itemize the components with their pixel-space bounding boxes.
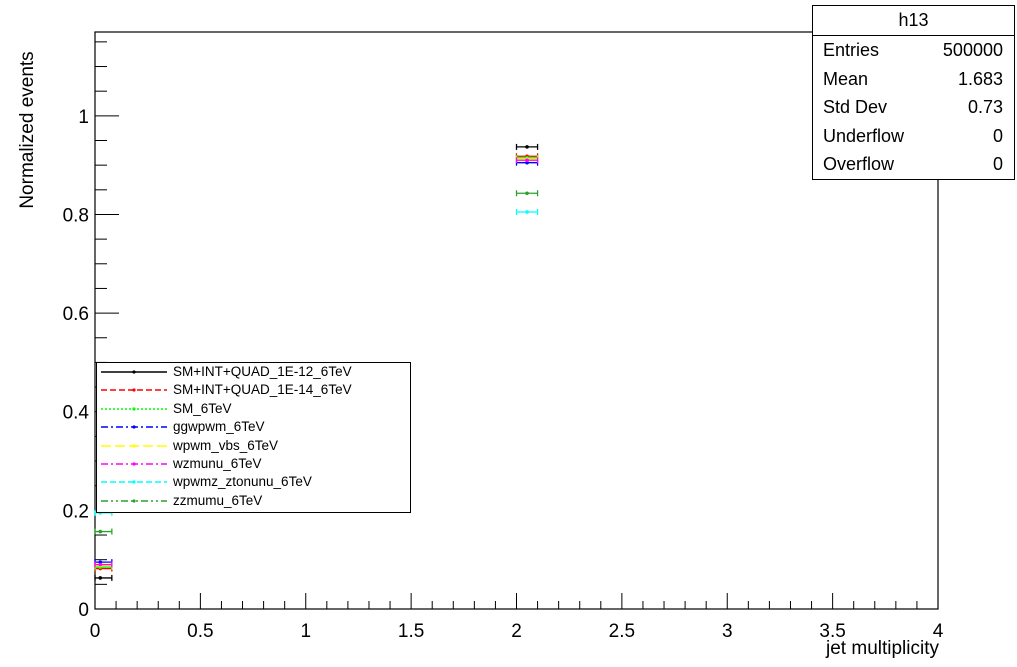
y-tick-label: 0.4: [63, 403, 90, 424]
x-tick-label: 1: [300, 621, 311, 642]
data-point: [525, 160, 529, 165]
legend-swatch-marker: [132, 462, 136, 466]
y-tick-label: 0.8: [63, 205, 89, 226]
x-tick-label: 3: [722, 621, 733, 642]
stats-label: Overflow: [823, 154, 895, 175]
stats-label: Entries: [823, 40, 880, 60]
legend-label: wzmunu_6TeV: [173, 455, 262, 471]
legend-swatch-marker: [132, 370, 136, 374]
legend-label: SM+INT+QUAD_1E-14_6TeV: [173, 382, 352, 398]
legend-label: SM_6TeV: [173, 400, 232, 416]
legend-swatch: [101, 480, 167, 484]
series-wzmunu_6TeV: [94, 157, 539, 568]
legend-swatch: [101, 407, 167, 411]
stats-value: 1.683: [957, 68, 1003, 89]
legend-item: SM+INT+QUAD_1E-12_6TeV: [97, 363, 410, 381]
data-point: [98, 560, 103, 564]
legend-swatch: [101, 370, 167, 374]
legend-item: zzmumu_6TeV: [97, 492, 410, 510]
stats-value: 500000: [942, 40, 1003, 60]
stats-value: 0: [992, 125, 1003, 146]
legend-item: SM_6TeV: [97, 400, 410, 418]
y-tick-label: 0.6: [63, 304, 89, 325]
x-tick-label: 3.5: [819, 621, 845, 642]
legend-label: wpwm_vbs_6TeV: [173, 437, 279, 453]
stats-label: Underflow: [823, 125, 905, 146]
y-axis-label: Normalized events: [17, 51, 38, 209]
legend-swatch-marker: [132, 407, 136, 411]
data-point: [525, 158, 529, 163]
legend-swatch-marker: [132, 443, 136, 448]
legend-swatch: [101, 425, 167, 429]
stats-row-stddev: Std Dev 0.73: [813, 93, 1014, 122]
stats-value: 0.73: [967, 97, 1003, 118]
legend-swatch: [101, 443, 167, 448]
chart-ticks: 0 0.5 1 1.5 2 2.5 3 3.5 4 0 0.2 0.4 0.6 0.8 1: [63, 41, 944, 642]
legend-swatch-marker: [132, 388, 136, 392]
legend-label: SM+INT+QUAD_1E-12_6TeV: [173, 364, 352, 379]
y-tick-label: 1: [78, 107, 89, 128]
x-tick-label: 2: [511, 621, 522, 642]
stats-title: h13: [813, 6, 1014, 36]
x-axis-label: jet multiplicity: [826, 638, 939, 659]
x-tick-label: 0.5: [187, 621, 213, 642]
legend-item: wpwm_vbs_6TeV: [97, 437, 410, 455]
data-point: [98, 576, 103, 580]
legend-item: wpwmz_ztonunu_6TeV: [97, 473, 410, 491]
chart-legend: SM+INT+QUAD_1E-12_6TeV SM+INT+QUAD_1E-14_…: [96, 362, 411, 513]
legend-swatch-marker: [132, 425, 136, 429]
y-tick-label: 0.2: [63, 501, 89, 522]
data-point: [98, 562, 103, 567]
legend-swatch: [101, 499, 167, 503]
legend-item: ggwpwm_6TeV: [97, 418, 410, 436]
x-tick-label: 1.5: [398, 621, 424, 642]
stats-row-entries: Entries 500000: [813, 36, 1014, 65]
y-tick-label: 0: [78, 600, 89, 621]
stats-box: h13 Entries 500000 Mean 1.683 Std Dev 0.…: [812, 5, 1015, 180]
x-tick-label: 4: [933, 621, 944, 642]
legend-label: ggwpwm_6TeV: [173, 419, 265, 435]
legend-swatch: [101, 388, 167, 392]
legend-swatch-marker: [132, 499, 136, 503]
stats-label: Mean: [823, 68, 869, 89]
legend-item: wzmunu_6TeV: [97, 455, 410, 473]
stats-row-underflow: Underflow 0: [813, 122, 1014, 151]
legend-label: wpwmz_ztonunu_6TeV: [173, 474, 312, 490]
x-tick-label: 2.5: [609, 621, 635, 642]
stats-label: Std Dev: [823, 97, 888, 118]
data-point: [525, 191, 529, 196]
stats-row-overflow: Overflow 0: [813, 150, 1014, 179]
stats-value: 0: [992, 154, 1003, 175]
legend-item: SM+INT+QUAD_1E-14_6TeV: [97, 381, 410, 399]
data-point: [525, 145, 529, 149]
series-SM+INT+QUAD_1E-12_6TeV: [94, 143, 539, 581]
data-point: [98, 529, 103, 534]
legend-swatch: [101, 462, 167, 466]
legend-label: zzmumu_6TeV: [173, 492, 263, 508]
series-zzmumu_6TeV: [94, 190, 539, 535]
legend-swatch-marker: [132, 480, 136, 484]
data-point: [525, 210, 529, 214]
x-tick-label: 0: [90, 621, 101, 642]
stats-row-mean: Mean 1.683: [813, 65, 1014, 94]
